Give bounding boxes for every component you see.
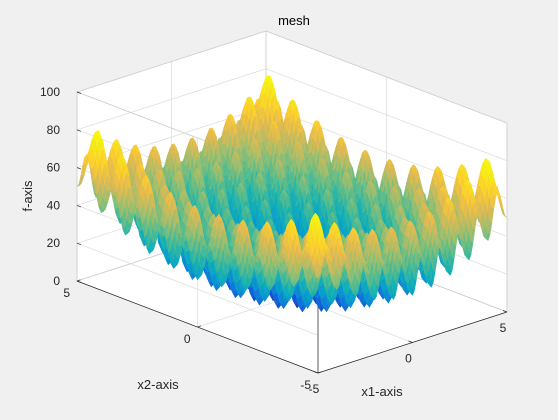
surface-mesh — [76, 74, 508, 313]
axis-line — [265, 30, 508, 124]
axis-line — [76, 30, 267, 93]
